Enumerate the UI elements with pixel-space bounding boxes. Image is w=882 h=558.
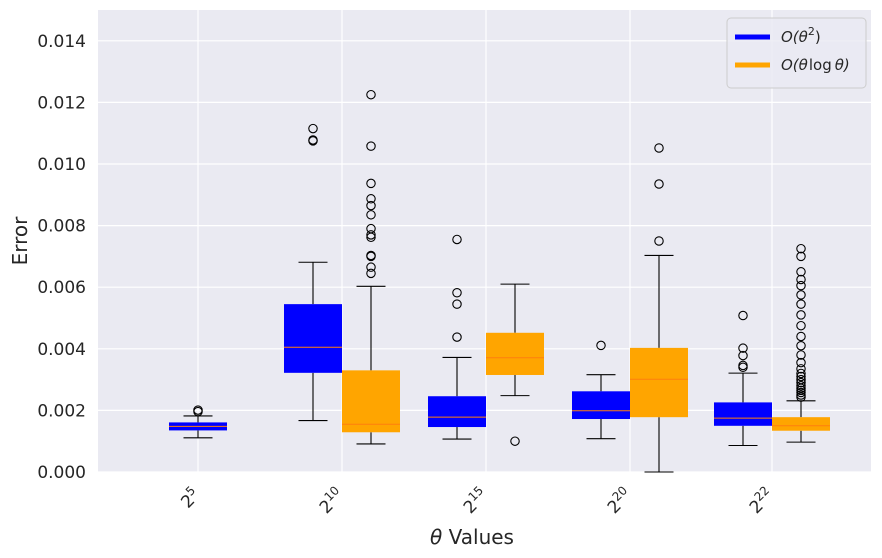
y-tick-label-7: 0.014 bbox=[37, 32, 86, 52]
box-2-cat-4 bbox=[772, 243, 830, 443]
box-1-cat-3 bbox=[572, 340, 630, 440]
x-label-symbol: θ bbox=[430, 525, 442, 549]
box-body bbox=[772, 417, 830, 431]
outlier-point bbox=[796, 350, 806, 360]
box-body bbox=[486, 332, 544, 375]
legend: O(θ2) O(θlog θ) bbox=[726, 17, 867, 89]
outlier-point bbox=[796, 390, 806, 400]
outlier-point bbox=[452, 299, 462, 309]
outlier-point bbox=[796, 299, 806, 309]
x-tick-label-2: 215 bbox=[458, 483, 493, 518]
x-label-text: Values bbox=[442, 525, 514, 549]
box-1-cat-2 bbox=[428, 234, 486, 440]
outlier-point bbox=[796, 320, 806, 331]
outlier-point bbox=[796, 310, 806, 320]
outlier-point bbox=[796, 290, 806, 300]
box-1-cat-4 bbox=[714, 310, 772, 447]
y-axis-ticks: 0.000 0.002 0.004 0.006 0.008 0.010 0.012 0.014 bbox=[37, 32, 86, 483]
legend-exponent-1: 2 bbox=[808, 25, 815, 38]
y-tick-label-6: 0.012 bbox=[37, 93, 86, 113]
x-tick-label-1: 210 bbox=[314, 483, 349, 518]
outlier-point bbox=[796, 357, 806, 368]
x-tick-label-3: 220 bbox=[602, 483, 637, 518]
legend-label-series-2: O(θlog θ) bbox=[781, 56, 850, 74]
box-series bbox=[169, 89, 830, 473]
box-body bbox=[572, 391, 630, 420]
box-2-cat-3 bbox=[630, 143, 688, 473]
outlier-point bbox=[796, 267, 806, 277]
legend-tail-2: θ) bbox=[835, 56, 850, 74]
outlier-point bbox=[308, 135, 318, 145]
outlier-point bbox=[738, 360, 748, 371]
outlier-point bbox=[796, 331, 806, 342]
outlier-point bbox=[366, 194, 376, 204]
outlier-point bbox=[366, 89, 376, 100]
outlier-point bbox=[796, 371, 806, 382]
box-1-cat-0 bbox=[169, 405, 227, 439]
outlier-point bbox=[366, 200, 376, 211]
outlier-point bbox=[308, 123, 318, 134]
outlier-point bbox=[796, 280, 806, 291]
y-tick-label-4: 0.008 bbox=[37, 217, 86, 237]
box-body bbox=[284, 304, 342, 373]
outlier-point bbox=[366, 268, 376, 279]
y-tick-label-1: 0.002 bbox=[37, 401, 86, 421]
outlier-point bbox=[510, 436, 520, 446]
outlier-point bbox=[796, 340, 806, 351]
legend-main-2: O(θ bbox=[781, 56, 808, 74]
box-body bbox=[630, 347, 688, 418]
outlier-point bbox=[452, 287, 462, 298]
outlier-point bbox=[796, 274, 806, 285]
outlier-point bbox=[366, 178, 376, 189]
box-2-cat-1 bbox=[342, 89, 400, 445]
legend-label-series-1: O(θ2) bbox=[781, 25, 821, 46]
outlier-point bbox=[654, 143, 664, 153]
outlier-point bbox=[796, 251, 806, 262]
outlier-point bbox=[738, 350, 748, 361]
outlier-point bbox=[796, 381, 806, 391]
x-axis-ticks: 25 210 215 220 222 bbox=[175, 483, 779, 518]
outlier-point bbox=[654, 179, 664, 189]
outlier-point bbox=[796, 377, 806, 388]
outlier-point bbox=[366, 250, 376, 261]
outlier-point bbox=[796, 364, 806, 374]
x-tick-label-4: 222 bbox=[744, 483, 779, 518]
box-body bbox=[342, 370, 400, 433]
y-tick-label-5: 0.010 bbox=[37, 155, 86, 175]
outlier-point bbox=[366, 210, 376, 220]
outlier-point bbox=[654, 236, 664, 246]
outlier-point bbox=[738, 343, 748, 353]
box-1-cat-1 bbox=[284, 123, 342, 422]
outlier-point bbox=[596, 340, 606, 351]
x-axis-label: θ Values bbox=[430, 525, 514, 549]
outlier-point bbox=[452, 332, 462, 342]
y-tick-label-3: 0.006 bbox=[37, 278, 86, 298]
y-tick-label-2: 0.004 bbox=[37, 340, 86, 360]
outlier-point bbox=[738, 310, 748, 321]
y-tick-label-0: 0.000 bbox=[37, 463, 86, 483]
outlier-point bbox=[193, 405, 203, 415]
y-axis-label: Error bbox=[8, 216, 32, 266]
legend-log-2: log bbox=[809, 56, 832, 74]
box-2-cat-2 bbox=[486, 283, 544, 446]
box-body bbox=[714, 402, 772, 426]
outlier-point bbox=[366, 230, 376, 240]
outlier-point bbox=[366, 141, 376, 151]
legend-main-1: O(θ bbox=[781, 28, 808, 46]
outlier-point bbox=[452, 234, 462, 245]
x-tick-label-0: 25 bbox=[175, 483, 204, 512]
outlier-point bbox=[796, 243, 806, 254]
outlier-point bbox=[366, 262, 376, 272]
outlier-point bbox=[796, 368, 806, 379]
box-body bbox=[428, 396, 486, 428]
legend-tail-1: ) bbox=[815, 28, 821, 46]
outlier-point bbox=[366, 223, 376, 234]
outlier-point bbox=[796, 374, 806, 385]
